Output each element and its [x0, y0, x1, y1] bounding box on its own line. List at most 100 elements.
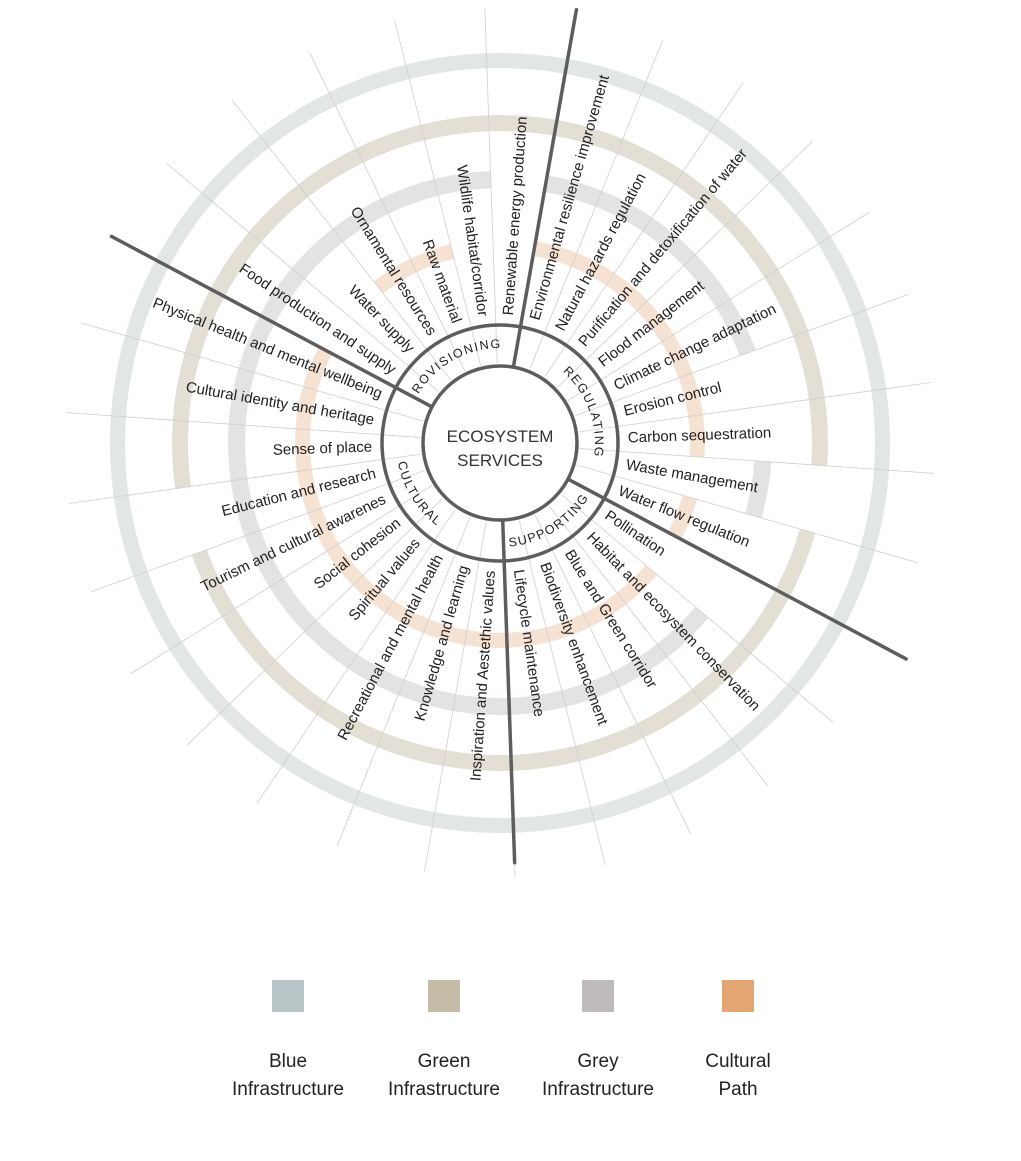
ring-segment-grey: [611, 643, 668, 688]
legend-label-cultural-line1: Cultural: [705, 1051, 771, 1072]
ring-segment-blue: [787, 619, 845, 694]
ring-segment-blue: [133, 571, 182, 650]
ring-segment-blue: [201, 135, 270, 202]
sector-divider-line: [579, 448, 934, 474]
legend-label-grey-line1: Grey: [577, 1051, 619, 1072]
ring-segment-blue: [871, 388, 891, 471]
legend-label-cultural-line2: Path: [718, 1079, 758, 1100]
ring-segment-cultural: [667, 495, 698, 540]
ring-segment-blue: [113, 495, 148, 577]
ring-segment-grey: [228, 424, 248, 481]
ring-segment-green: [210, 232, 261, 297]
ring-segment-green: [184, 289, 225, 358]
ring-segment-green: [808, 397, 828, 466]
ring-segment-grey: [595, 190, 653, 232]
sector-divider-line: [130, 485, 433, 674]
legend-label-grey: Grey Infrastructure: [513, 1048, 683, 1104]
ring-segment-cultural: [506, 627, 550, 648]
ring-segment-green: [264, 659, 326, 715]
sector-divider-line: [308, 51, 466, 372]
ring-segment-blue: [852, 309, 887, 391]
legend-item-grey: Grey Infrastructure: [513, 975, 683, 1104]
ring-segment-blue: [769, 172, 831, 245]
ring-segment-blue: [664, 738, 741, 794]
sector-divider-line: [548, 505, 769, 787]
ring-segment-blue: [831, 546, 875, 627]
sector-divider-line: [69, 453, 421, 504]
ring-segment-green: [724, 215, 779, 278]
ring-segment-blue: [405, 53, 487, 80]
category-ring-outline: [380, 323, 620, 563]
sector-divider-line: [336, 517, 471, 847]
sector-divider-line: [394, 20, 482, 366]
ring-segment-grey: [398, 679, 456, 711]
category-spoke: [109, 234, 432, 408]
sector-divider-line: [186, 498, 443, 746]
ring-segment-blue: [640, 81, 719, 133]
ring-segment-grey: [269, 578, 317, 632]
sector-divider-line: [557, 140, 814, 388]
ring-segment-grey: [332, 198, 389, 243]
ring-segment-grey: [716, 298, 756, 356]
ring-segment-blue: [590, 780, 671, 822]
ring-segment-grey: [380, 179, 439, 214]
ring-segment-cultural: [661, 334, 693, 379]
ring-segment-green: [420, 115, 490, 141]
ring-segment-cultural: [326, 543, 364, 586]
ring-segment-green: [554, 119, 623, 154]
center-title-line2: SERVICES: [457, 451, 543, 470]
ring-segment-cultural: [295, 428, 312, 472]
ring-segment-grey: [291, 228, 344, 280]
legend-label-blue-line1: Blue: [268, 1051, 308, 1072]
ring-segment-grey: [745, 460, 772, 518]
ring-segment-cultural: [606, 273, 648, 312]
ring-segment-cultural: [410, 244, 455, 273]
sector-divider-line: [529, 39, 664, 369]
ring-segment-cultural: [678, 372, 704, 417]
ring-segment-grey: [259, 268, 305, 324]
sector-divider-line: [231, 99, 452, 381]
legend: Blue Infrastructure Green Infrastructure…: [0, 975, 1021, 1115]
ring-segment-cultural: [307, 507, 339, 552]
ring-segment-blue: [730, 684, 799, 751]
ring-segment-green: [636, 688, 702, 738]
ring-segment-grey: [228, 368, 255, 426]
legend-item-green: Green Infrastructure: [359, 975, 529, 1104]
service-label: Waste management: [625, 456, 760, 496]
ring-segment-green: [510, 745, 580, 771]
sector-divider-line: [576, 464, 919, 564]
ring-segment-grey: [683, 254, 731, 308]
ring-segment-blue: [110, 415, 129, 498]
ring-segment-blue: [486, 53, 568, 74]
category-spoke: [568, 478, 908, 661]
ring-segment-blue: [353, 790, 435, 828]
ring-segment-cultural: [532, 241, 577, 267]
sector-divider-line: [561, 494, 834, 723]
sector-divider-line: [91, 469, 425, 593]
sector-divider-line: [424, 521, 487, 872]
ring-segment-green: [221, 608, 276, 671]
legend-label-cultural: Cultural Path: [653, 1048, 823, 1104]
ring-segment-green: [793, 330, 825, 400]
ring-segment-blue: [329, 64, 410, 106]
sector-divider-line: [579, 382, 931, 433]
ring-segment-cultural: [385, 600, 429, 634]
legend-label-green-line1: Green: [417, 1051, 471, 1072]
ring-segment-grey: [642, 217, 696, 266]
ring-segment-cultural: [636, 300, 674, 343]
legend-swatch-grey: [582, 980, 614, 1012]
ring-segment-grey: [544, 175, 602, 207]
sector-divider-line: [81, 322, 424, 422]
service-label: Sense of place: [273, 438, 373, 458]
ring-segment-green: [191, 549, 236, 617]
legend-swatch-cultural: [722, 980, 754, 1012]
ring-segment-blue: [432, 812, 514, 833]
ring-segment-green: [692, 643, 752, 702]
ring-segment-grey: [561, 672, 620, 707]
category-spokes: [109, 7, 908, 865]
ecosystem-services-wheel: PROVISIONINGREGULATINGSUPPORTINGCULTURAL…: [0, 0, 934, 878]
ring-segment-cultural: [464, 630, 508, 648]
ring-segment-green: [488, 115, 557, 136]
ring-segment-cultural: [688, 414, 705, 458]
ring-segment-green: [739, 589, 790, 654]
